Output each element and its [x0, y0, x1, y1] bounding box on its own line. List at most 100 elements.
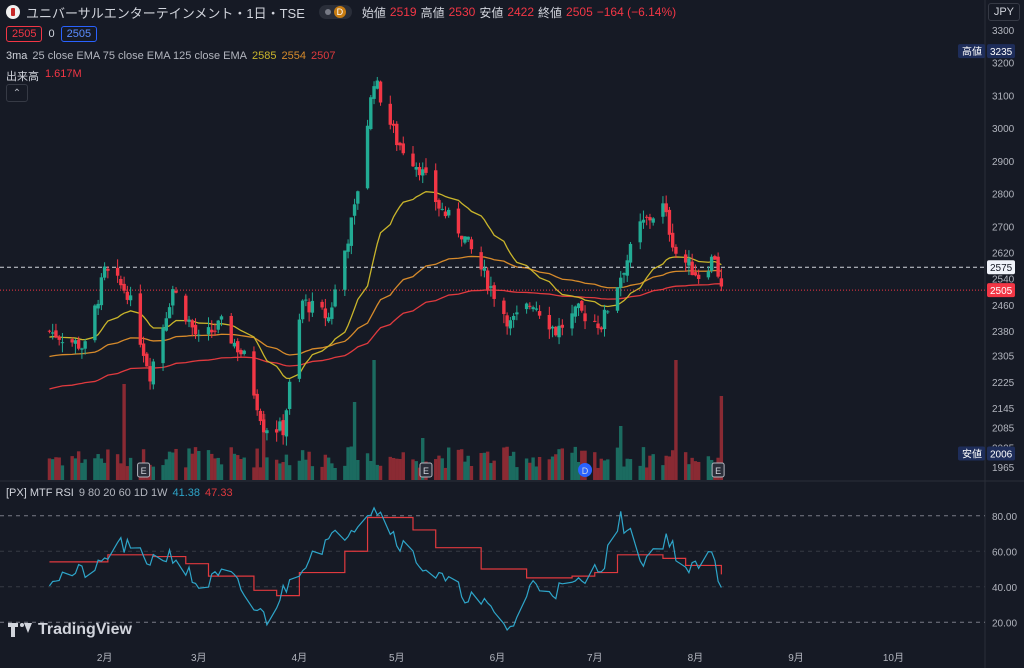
price-tick-label: 3100 — [992, 91, 1015, 102]
ask-button[interactable]: 2505 — [60, 26, 98, 42]
high-value: 2530 — [448, 5, 476, 19]
volume-bar — [255, 448, 259, 480]
volume-bar — [515, 467, 519, 480]
volume-bar — [54, 457, 58, 480]
volume-bar — [482, 452, 487, 480]
volume-bar — [174, 448, 178, 480]
volume-bar — [508, 455, 513, 480]
currency-selector[interactable]: JPY — [987, 3, 1020, 21]
rsi-params: 9 80 20 60 1D 1W — [78, 487, 168, 499]
event-marker[interactable]: D — [578, 463, 593, 477]
volume-bar — [395, 458, 399, 480]
volume-bar — [278, 463, 282, 480]
low-tag-value: 2006 — [990, 449, 1013, 460]
company-logo-icon — [6, 5, 20, 19]
ema25-value: 2585 — [252, 50, 277, 62]
ma-description: 25 close EMA 75 close EMA 125 close EMA — [32, 50, 248, 62]
event-marker[interactable]: E — [419, 462, 433, 478]
candle-body — [148, 366, 152, 382]
tradingview-logo[interactable]: TradingView — [8, 621, 132, 639]
candle-body — [326, 317, 331, 322]
volume-legend[interactable]: 出来高 1.617M — [6, 68, 82, 84]
chevron-up-icon: ⌃ — [12, 87, 22, 99]
volume-bar — [661, 465, 665, 480]
collapse-legend-button[interactable]: ⌃ — [6, 84, 28, 102]
volume-bar — [706, 456, 711, 480]
volume-bar — [320, 466, 324, 480]
high-label: 高値 — [420, 5, 445, 20]
candle-body — [265, 430, 269, 434]
candle-body — [534, 308, 539, 310]
candle-body — [528, 305, 532, 307]
candle-body — [560, 324, 565, 328]
volume-bar — [456, 449, 461, 480]
volume-bar — [511, 451, 516, 480]
candle-body — [242, 350, 246, 354]
time-axis[interactable]: 2月 3月 4月 5月 6月 7月 8月 9月 10月 — [97, 652, 904, 664]
volume-bar — [463, 461, 467, 480]
symbol-header: ユニバーサルエンターテインメント・1日・TSE D 始値 2519 高値 2530 … — [6, 3, 676, 21]
price-axis[interactable]: 3300 3200 3100 3000 2900 2800 2700 2620 2540 2460… — [958, 26, 1015, 474]
candle-body — [667, 209, 672, 235]
volume-bar — [274, 459, 279, 480]
volume-bars — [47, 360, 724, 480]
volume-bar — [47, 458, 52, 480]
candle-body — [716, 256, 720, 277]
volume-bar — [184, 467, 188, 480]
price-tick-label: 2380 — [992, 327, 1015, 338]
rsi-legend[interactable]: [PX] MTF RSI 9 80 20 60 1D 1W 41.38 47.3… — [6, 487, 233, 499]
volume-bar — [365, 453, 370, 480]
volume-bar — [333, 467, 337, 480]
bid-button[interactable]: 2505 — [6, 26, 43, 42]
candle-body — [219, 316, 224, 320]
candle-body — [57, 336, 61, 340]
candle-body — [706, 271, 711, 278]
event-marker[interactable]: E — [711, 462, 725, 478]
volume-bar — [391, 457, 396, 480]
candle-body — [255, 393, 259, 411]
price-tick-label: 1965 — [992, 463, 1015, 474]
symbol-title[interactable]: ユニバーサルエンターテインメント・1日・TSE — [26, 5, 305, 21]
candle-body — [388, 103, 392, 125]
volume-bar — [210, 453, 214, 480]
volume-bar — [434, 459, 438, 480]
candle-body — [531, 307, 535, 310]
volume-bar — [674, 360, 678, 480]
volume-bar — [242, 457, 246, 480]
candle-body — [502, 300, 506, 315]
rsi-value-2: 47.33 — [205, 487, 233, 499]
candle-body — [128, 295, 133, 301]
ma-legend[interactable]: 3ma 25 close EMA 75 close EMA 125 close … — [6, 50, 335, 62]
candle-body — [261, 419, 266, 433]
candle-body — [287, 381, 292, 409]
candle-body — [537, 311, 542, 316]
current-price-tag: 2575 — [987, 260, 1015, 275]
candle-body — [54, 330, 58, 338]
volume-bar — [213, 458, 217, 480]
time-axis-label: 4月 — [292, 652, 308, 664]
candle-body — [119, 278, 123, 286]
event-marker[interactable]: E — [137, 462, 151, 478]
volume-bar — [528, 462, 532, 480]
delay-badge[interactable]: D — [318, 5, 352, 19]
volume-bar — [469, 465, 474, 480]
volume-bar — [492, 460, 496, 480]
high-tag-value-bg — [987, 44, 1015, 59]
candle-body — [505, 315, 509, 327]
volume-bar — [287, 465, 292, 480]
volume-bar — [297, 460, 302, 480]
time-axis-label: 8月 — [688, 652, 704, 664]
volume-bar — [398, 458, 402, 480]
low-tag-label-bg — [958, 446, 985, 461]
candle-body — [550, 326, 555, 329]
candle-body — [580, 300, 584, 311]
volume-bar — [625, 458, 629, 480]
volume-bar — [534, 466, 539, 480]
volume-bar — [60, 465, 65, 480]
rsi-value-1: 41.38 — [172, 487, 201, 499]
volume-bar — [352, 402, 357, 480]
